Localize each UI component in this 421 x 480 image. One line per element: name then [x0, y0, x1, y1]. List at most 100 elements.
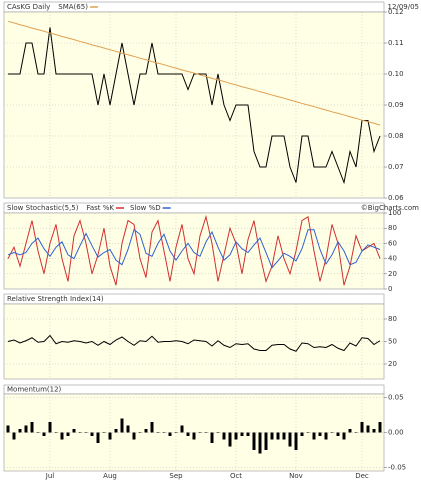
bar [66, 432, 70, 436]
bar [282, 432, 286, 440]
legend-label: SMA(65) [58, 3, 88, 11]
y-tick-label: 0.05 [388, 394, 404, 402]
series-line [7, 228, 381, 269]
series-line [7, 214, 381, 286]
bar [258, 432, 262, 454]
bar [312, 432, 316, 440]
bar [216, 432, 220, 433]
y-tick-label: 0.12 [388, 8, 404, 16]
bar [6, 425, 10, 433]
y-tick-label: 20 [388, 360, 397, 368]
bar [222, 432, 226, 440]
bar [132, 432, 136, 440]
bar [198, 432, 202, 433]
panel-title: Momentum(12) [7, 386, 62, 394]
bar [180, 425, 184, 433]
bar [294, 432, 298, 450]
y-tick-label: 80 [388, 315, 397, 323]
panel-title: CAsKG Daily [7, 3, 50, 11]
bar [348, 429, 352, 433]
y-tick-label: 60 [388, 239, 397, 247]
y-tick-label: 0.09 [388, 101, 404, 109]
bar [204, 432, 208, 433]
panel-title: Relative Strength Index(14) [7, 295, 104, 303]
y-tick-label: 0.07 [388, 163, 404, 171]
y-tick-label: 0.10 [388, 70, 404, 78]
bar [270, 432, 274, 440]
series-line [7, 334, 381, 352]
y-tick-label: 80 [388, 224, 397, 232]
bar [42, 432, 46, 436]
y-tick-label: 100 [388, 209, 401, 217]
y-tick-label: 0.06 [388, 194, 404, 202]
x-tick-label: Jul [45, 472, 55, 480]
x-tick-label: Nov [289, 472, 303, 480]
y-tick-label: 0.08 [388, 132, 404, 140]
bar [162, 432, 166, 433]
bar [78, 432, 82, 433]
bar [336, 432, 340, 436]
bar [54, 432, 58, 433]
legend-label: Fast %K [86, 204, 114, 212]
panel-title: Slow Stochastic(5,5) [7, 204, 79, 212]
bar [48, 422, 52, 433]
bar [114, 429, 118, 433]
bar [288, 432, 292, 447]
bar [24, 425, 28, 433]
bar [360, 422, 364, 433]
bar [30, 422, 34, 433]
y-tick-label: 20 [388, 270, 397, 278]
bar [300, 432, 304, 436]
bar [96, 432, 100, 443]
bar [156, 432, 160, 433]
bar [186, 432, 190, 436]
bar [138, 432, 142, 433]
x-tick-label: Dec [355, 472, 369, 480]
bar [60, 432, 64, 440]
bar [84, 432, 88, 433]
bar [192, 432, 196, 440]
bar [144, 429, 148, 433]
bar [330, 432, 334, 433]
x-tick-label: Sep [169, 472, 183, 480]
bar [210, 432, 214, 443]
bar [252, 432, 256, 450]
bar [372, 429, 376, 433]
bar [150, 422, 154, 433]
source-label: ©BigCharts.com [361, 204, 419, 212]
date-label: 12/09/05 [388, 3, 419, 11]
bar [168, 432, 172, 436]
bar [264, 432, 268, 450]
bar [120, 418, 124, 433]
y-tick-label: 0.11 [388, 39, 404, 47]
bar [378, 422, 382, 433]
bar [240, 432, 244, 436]
bar [318, 432, 322, 436]
y-tick-label: 40 [388, 255, 397, 263]
bar [324, 432, 328, 440]
bar [174, 432, 178, 433]
bar [366, 425, 370, 433]
bar [126, 425, 130, 433]
bar [18, 429, 22, 433]
bar [276, 432, 280, 440]
series-line [7, 20, 381, 126]
bar [36, 432, 40, 433]
bar [354, 432, 358, 433]
y-tick-label: 0.00 [388, 429, 404, 437]
x-tick-label: Aug [103, 472, 117, 480]
bar [342, 432, 346, 440]
x-tick-label: Oct [230, 472, 242, 480]
bar [72, 429, 76, 433]
bar [102, 432, 106, 433]
series-line [8, 27, 381, 185]
bar [108, 432, 112, 440]
bar [246, 432, 250, 436]
bar [228, 432, 232, 447]
bar [12, 432, 16, 440]
bar [234, 432, 238, 440]
y-tick-label: 0 [388, 285, 392, 293]
bar [90, 432, 94, 436]
y-tick-label: -0.05 [388, 464, 406, 472]
